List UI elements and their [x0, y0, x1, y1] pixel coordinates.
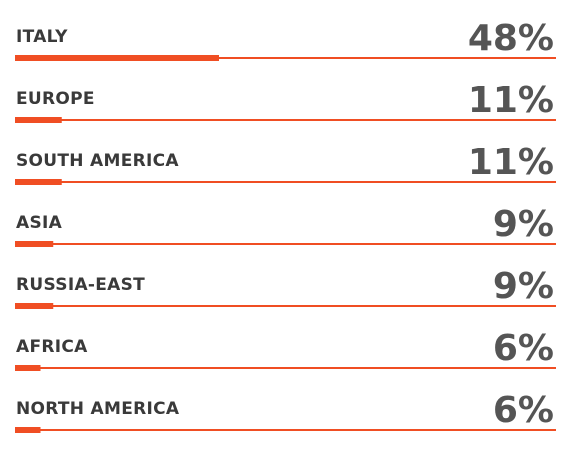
category-label: NORTH AMERICA	[16, 399, 180, 419]
value-label: 11%	[468, 80, 554, 121]
bar	[15, 365, 41, 371]
value-label: 6%	[493, 390, 554, 431]
bar	[15, 427, 41, 433]
bar	[15, 117, 62, 123]
bar	[15, 55, 219, 61]
bar	[15, 303, 54, 309]
value-label: 11%	[468, 142, 554, 183]
bar	[15, 241, 54, 247]
category-label: ASIA	[16, 213, 63, 233]
value-label: 9%	[493, 266, 554, 307]
category-label: ITALY	[16, 27, 68, 47]
value-label: 6%	[493, 328, 554, 369]
category-label: RUSSIA-EAST	[16, 275, 145, 295]
category-label: EUROPE	[16, 89, 95, 109]
bar	[15, 179, 62, 185]
category-label: SOUTH AMERICA	[16, 151, 179, 171]
value-label: 9%	[493, 204, 554, 245]
category-label: AFRICA	[16, 337, 88, 357]
value-label: 48%	[468, 18, 554, 59]
